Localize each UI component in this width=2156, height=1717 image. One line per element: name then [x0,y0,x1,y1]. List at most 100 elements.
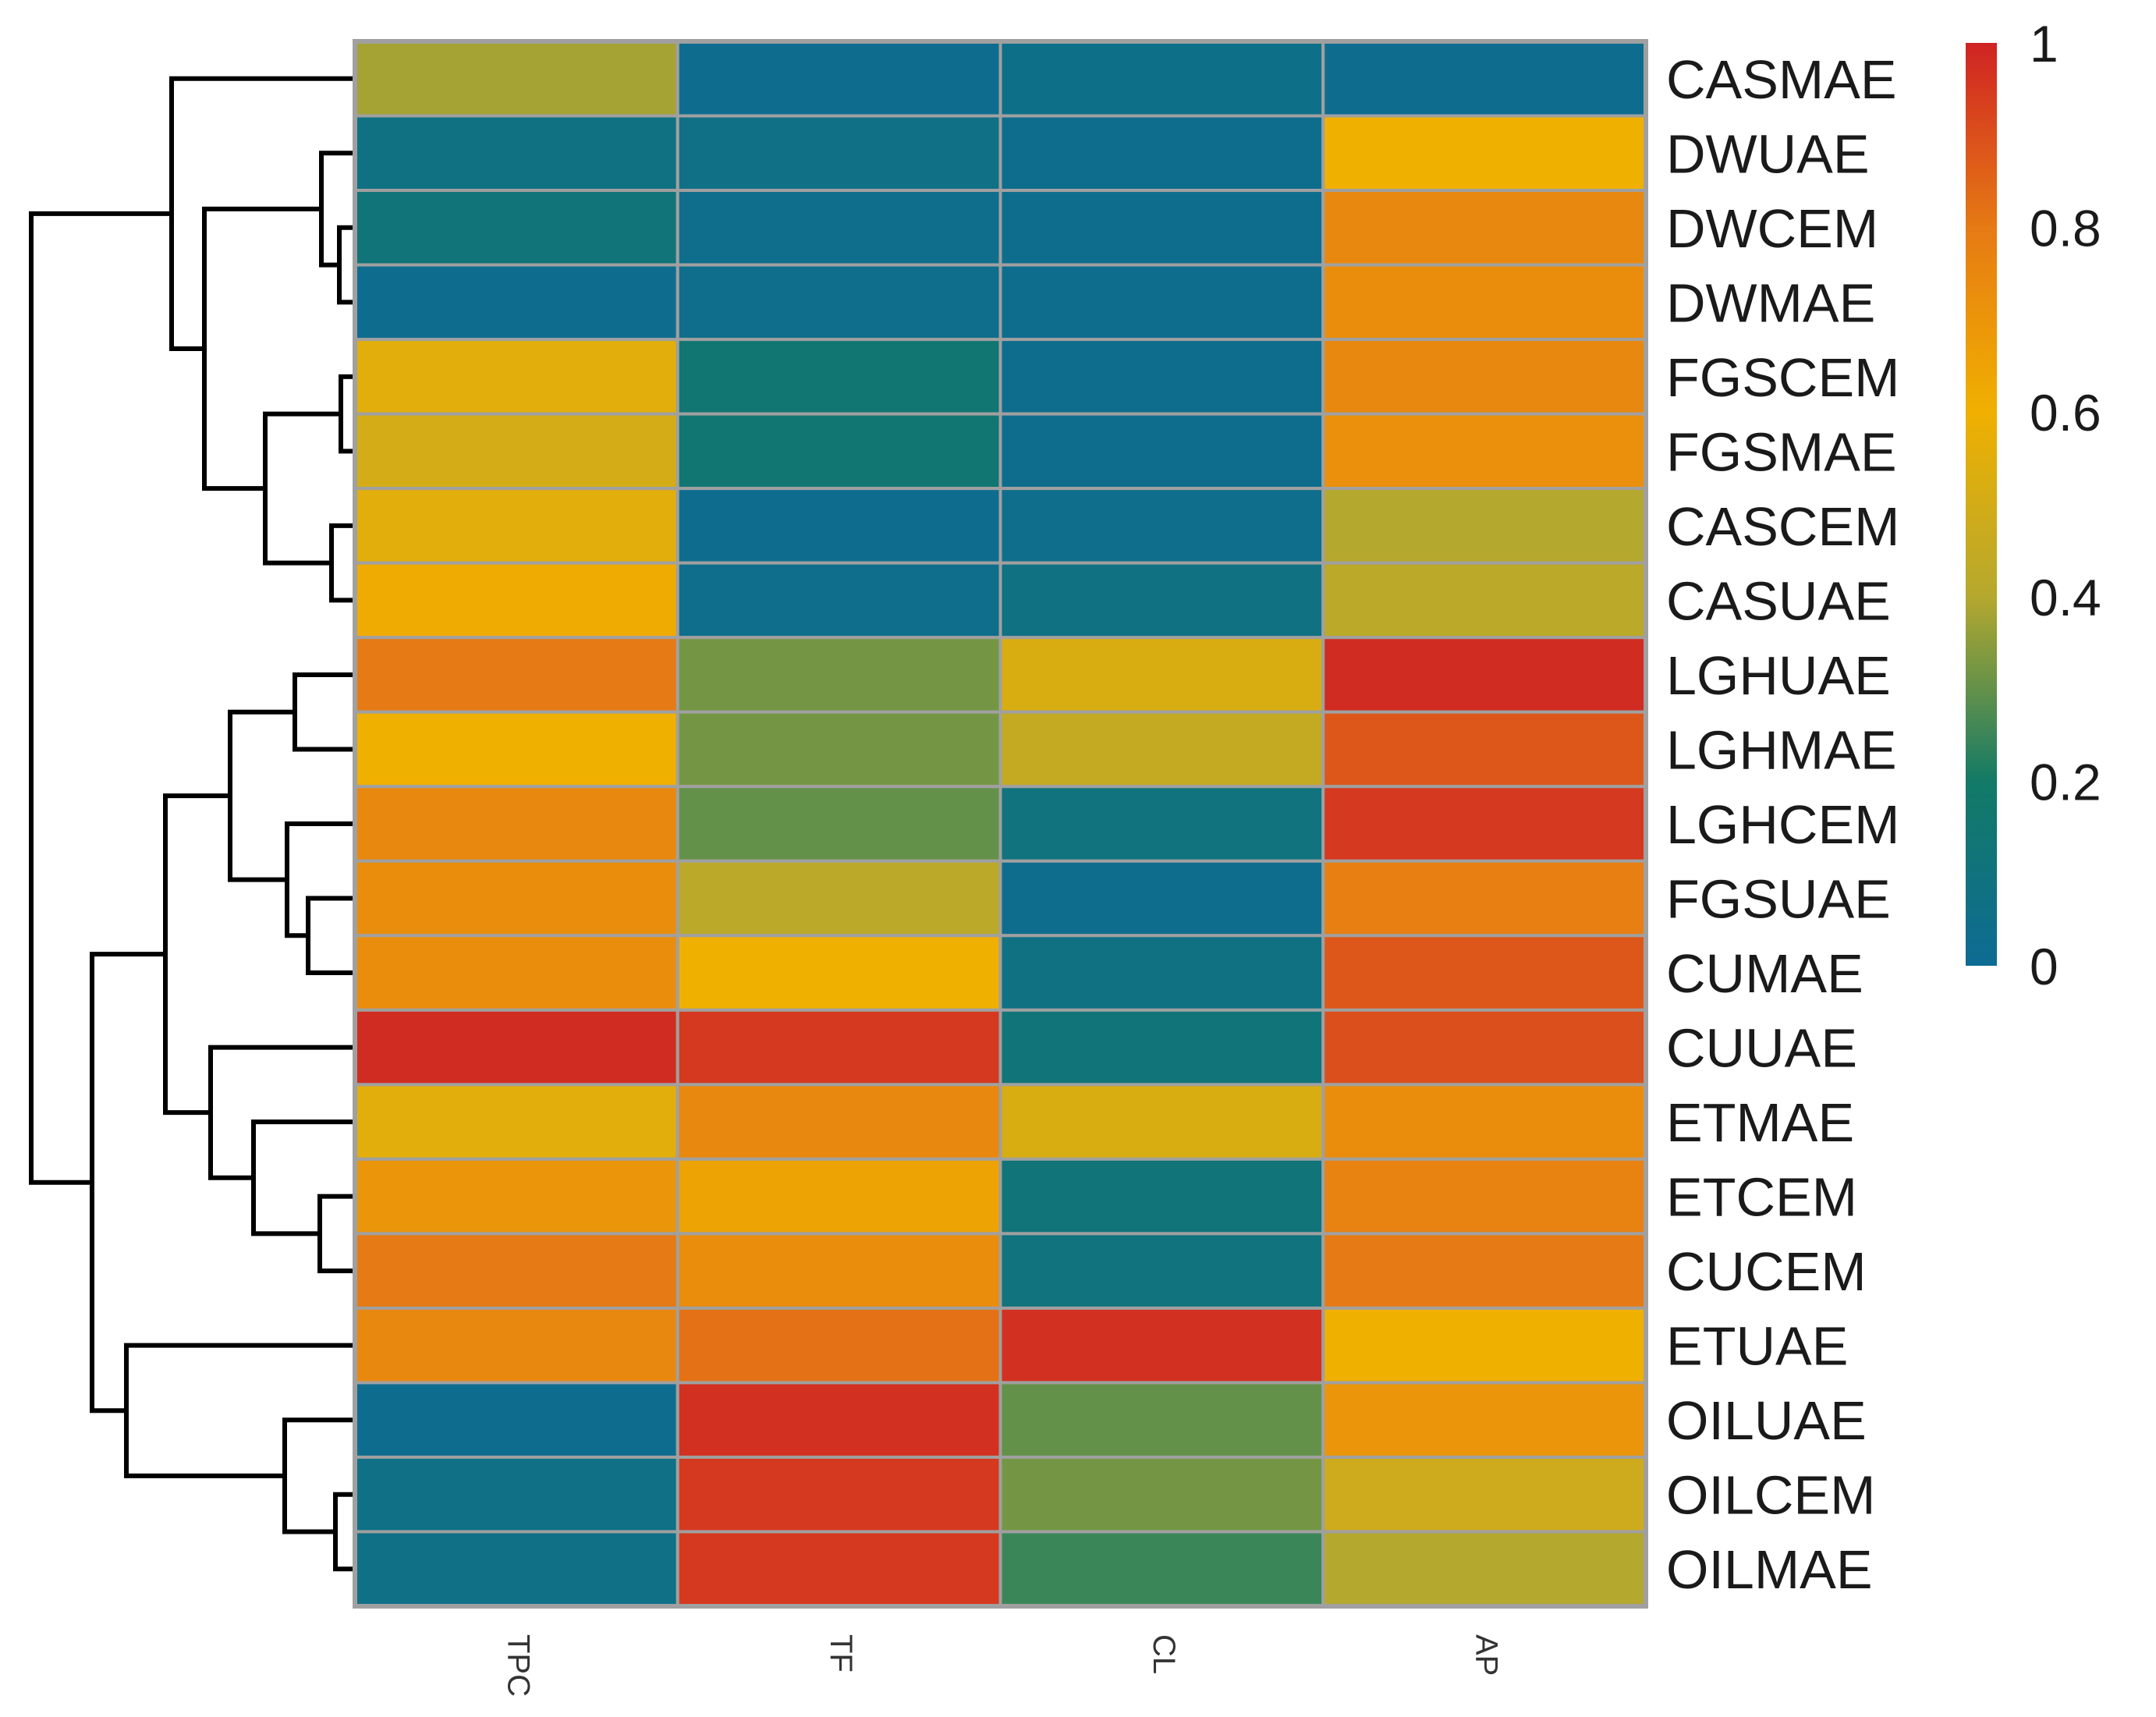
row-label: ETMAE [1666,1092,1854,1153]
heatmap-cell-lghcem-tpc [353,785,679,863]
heatmap-border [353,39,1648,1609]
row-label: ETCEM [1666,1167,1857,1228]
heatmap-cell-dwuae-cl [998,114,1325,193]
column-labels: TPC TF CL AP [501,1634,1503,1697]
dendrogram-branch [169,76,355,352]
heatmap-cell-oilcem-tf [676,1455,1002,1534]
heatmap-cell-lghmae-cl [998,710,1325,789]
heatmap-cell-cucem-tf [676,1232,1002,1310]
heatmap-cell-casmae-tf [676,40,1002,118]
dendrogram-branch [329,523,355,603]
color-legend-bar [1966,43,1997,966]
heatmap-cell-dwuae-tpc [353,114,679,193]
heatmap-cell-fgscem-cl [998,338,1325,416]
row-label: CASUAE [1666,570,1891,631]
heatmap-cell-cuuae-tpc [353,1008,679,1087]
dendrogram-branch [317,1194,355,1274]
heatmap-cell-fgsmae-ap [1321,412,1647,491]
heatmap-cell-fgsuae-tf [676,859,1002,938]
column-label: CL [1147,1634,1181,1674]
heatmap-cell-cascem-tf [676,487,1002,565]
row-label: LGHMAE [1666,719,1897,780]
heatmap-cell-oilmae-cl [998,1530,1325,1609]
heatmap-cell-cascem-tpc [353,487,679,565]
row-label: DWCEM [1666,198,1878,259]
row-label: ETUAE [1666,1316,1848,1377]
heatmap-cell-casmae-ap [1321,40,1647,118]
heatmap-cell-lghmae-tf [676,710,1002,789]
heatmap-cell-casuae-tf [676,561,1002,640]
heatmap-cell-etcem-cl [998,1157,1325,1236]
heatmap-cell-etuae-cl [998,1306,1325,1385]
heatmap-cell-fgsuae-cl [998,859,1325,938]
heatmap-cell-lghmae-ap [1321,710,1647,789]
color-legend-tick-label: 0.4 [2030,569,2101,626]
dendrogram-root [29,211,172,1185]
dendrogram-branch [293,672,355,752]
heatmap-cell-casmae-tpc [353,40,679,118]
heatmap-cell-dwcem-tf [676,189,1002,267]
heatmap-cell-dwuae-tf [676,114,1002,193]
row-label: LGHUAE [1666,645,1891,706]
heatmap-cell-etmae-cl [998,1083,1325,1161]
heatmap-cell-fgsmae-tpc [353,412,679,491]
row-label: OILMAE [1666,1539,1873,1600]
dendrogram-branch [163,793,230,1116]
row-label: FGSUAE [1666,869,1891,930]
dendrogram-branch [306,896,355,976]
heatmap-cell-cascem-cl [998,487,1325,565]
heatmap-cell-oiluae-cl [998,1381,1325,1459]
color-legend-tick-label: 0 [2030,938,2058,995]
heatmap-cell-cuuae-tf [676,1008,1002,1087]
heatmap-cell-casuae-cl [998,561,1325,640]
row-label: FGSCEM [1666,347,1899,408]
row-label: CASMAE [1666,49,1897,110]
heatmap-cell-etcem-ap [1321,1157,1647,1236]
heatmap-cell-dwcem-tpc [353,189,679,267]
heatmap-cells [353,39,1648,1609]
heatmap-cell-etmae-tpc [353,1083,679,1161]
heatmap-cell-oiluae-ap [1321,1381,1647,1459]
heatmap-cell-dwcem-cl [998,189,1325,267]
dendrogram-branch [208,1045,355,1180]
heatmap-cell-oilmae-tf [676,1530,1002,1609]
heatmap-cell-lghuae-cl [998,636,1325,714]
heatmap-cell-etcem-tpc [353,1157,679,1236]
dendrogram-branch [90,952,165,1414]
heatmap-cell-dwmae-tpc [353,263,679,342]
dendrogram-branch [282,1417,355,1534]
row-label: CASCEM [1666,496,1899,557]
heatmap-cell-dwcem-ap [1321,189,1647,267]
row-label: OILUAE [1666,1390,1867,1451]
heatmap-cell-fgscem-tpc [353,338,679,416]
heatmap-cell-oilcem-ap [1321,1455,1647,1534]
row-label: CUCEM [1666,1241,1867,1302]
heatmap-cell-etuae-tpc [353,1306,679,1385]
column-label: TPC [501,1634,535,1697]
row-label: CUMAE [1666,943,1863,1004]
row-label: LGHCEM [1666,794,1899,855]
heatmap-cell-cucem-cl [998,1232,1325,1310]
row-label: CUUAE [1666,1018,1857,1079]
heatmap-cell-cascem-ap [1321,487,1647,565]
heatmap-cell-cumae-ap [1321,934,1647,1012]
heatmap-cell-lghuae-tpc [353,636,679,714]
heatmap-cell-etuae-ap [1321,1306,1647,1385]
heatmap-cell-etmae-tf [676,1083,1002,1161]
row-labels: CASMAE DWUAE DWCEM DWMAE FGSCEM FGSMAE CASCEM C… [1666,49,1899,1600]
heatmap-cell-cumae-cl [998,934,1325,1012]
heatmap-cell-lghuae-ap [1321,636,1647,714]
heatmap-cell-cuuae-ap [1321,1008,1647,1087]
heatmap-cell-fgscem-tf [676,338,1002,416]
row-label: DWMAE [1666,272,1875,333]
heatmap-cell-cuuae-cl [998,1008,1325,1087]
column-label: TF [824,1634,858,1673]
dendrogram-branch [285,821,355,938]
heatmap-cell-cucem-ap [1321,1232,1647,1310]
row-dendrogram [29,76,355,1572]
heatmap-cell-oilcem-tpc [353,1455,679,1534]
dendrogram-branch [251,1119,355,1236]
heatmap-cell-casuae-tpc [353,561,679,640]
color-legend-tick-label: 0.8 [2030,200,2101,257]
